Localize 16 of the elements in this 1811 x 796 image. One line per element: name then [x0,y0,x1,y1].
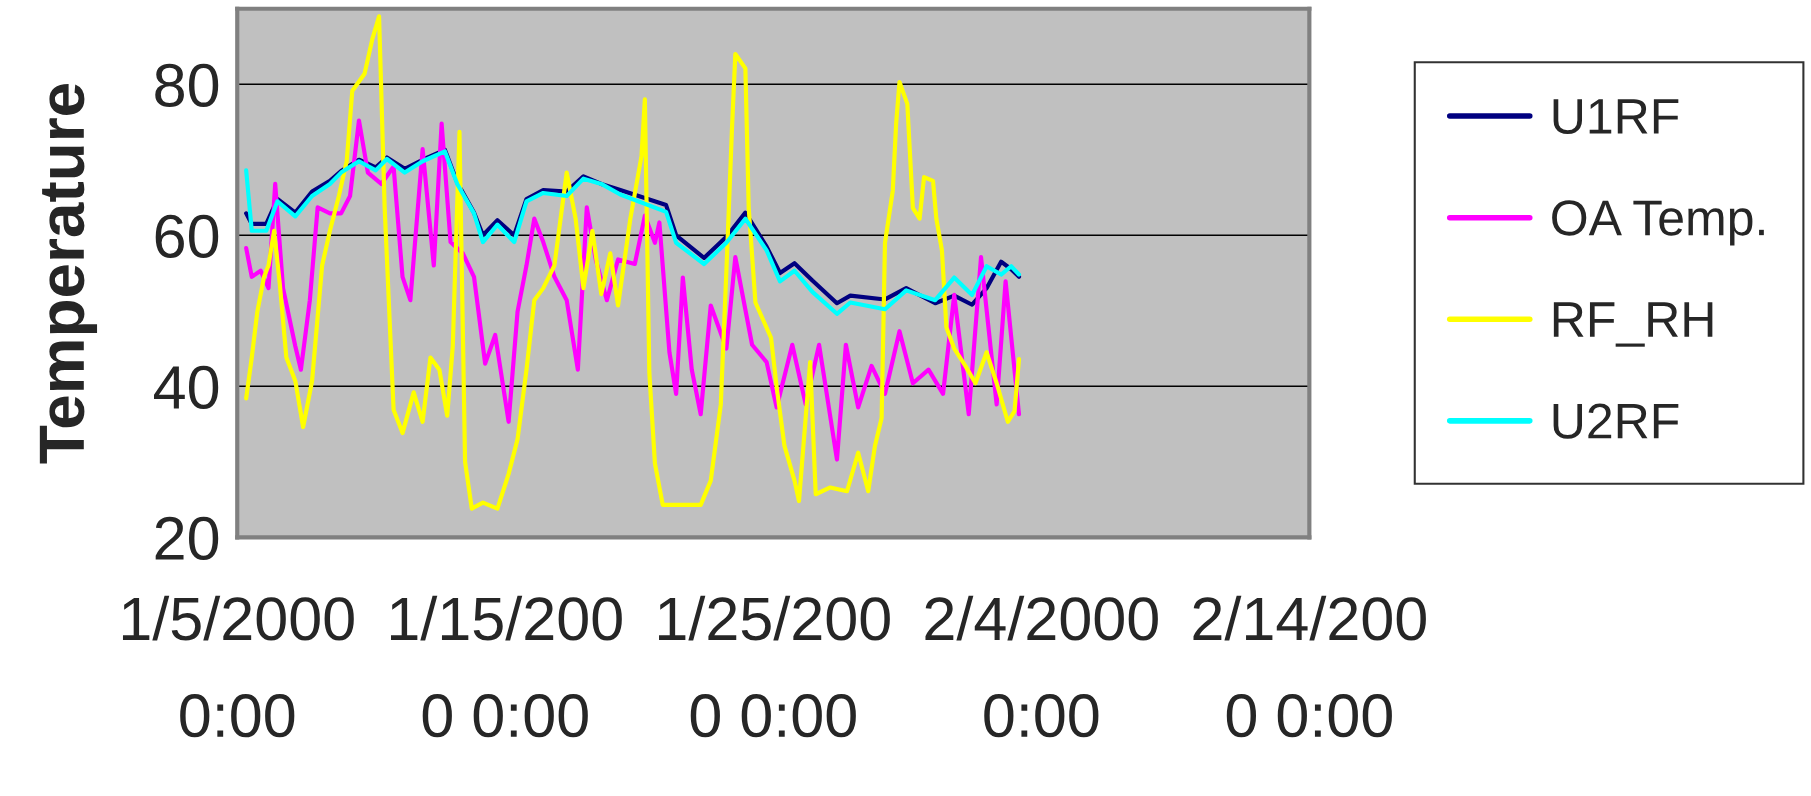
x-tick-label: 1/15/200 0 0:00 [391,595,622,738]
y-tick-label: 80 [155,63,219,108]
y-tick-label: 40 [154,365,219,410]
x-tick-label: 1/25/200 0 0:00 [659,595,890,738]
legend-label: OA Temp. [1552,200,1764,246]
x-tick-label: 2/14/200 0 0:00 [1193,595,1426,738]
x-tick-label: 2/4/2000 0:00 [925,595,1158,738]
legend-label: U2RF [1553,403,1679,439]
legend-label: RF_RH [1553,302,1713,347]
line-series [244,118,1022,462]
legend-label: U1RF [1553,99,1679,135]
y-tick-label: 20 [155,516,219,561]
x-tick-label: 1/5/2000 0:00 [122,595,354,738]
y-tick-label: 60 [155,214,219,259]
line-series [244,14,1022,511]
y-axis-title: Temperature [39,84,98,464]
